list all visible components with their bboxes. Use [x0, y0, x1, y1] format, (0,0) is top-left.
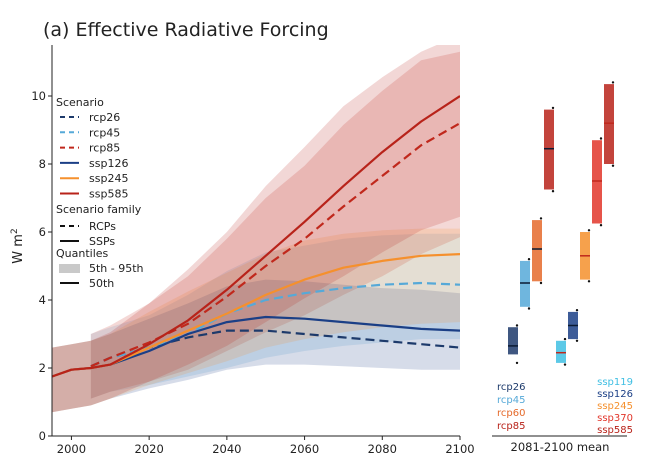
- x-tick-label: 2060: [290, 442, 319, 456]
- legend-family-title: Scenario family: [56, 203, 142, 216]
- legend-rcp26-label: rcp26: [89, 111, 120, 124]
- box-panel: [508, 81, 615, 366]
- y-tick-label: 10: [31, 89, 46, 103]
- rcp85-band: [90, 51, 460, 399]
- x-tick-label: 2080: [368, 442, 397, 456]
- rcp45-box-low: [527, 307, 531, 310]
- ssp245-band: [52, 228, 460, 413]
- rcp85-median-line: [90, 122, 460, 368]
- rcp85-box-high: [551, 106, 555, 110]
- ssp370-box-high: [599, 137, 603, 140]
- ssp585-box: [604, 84, 614, 164]
- x-tick-label: 2020: [135, 442, 164, 456]
- panel-label-ssp370: ssp370: [597, 413, 633, 424]
- rcp60-box-high: [539, 217, 543, 220]
- rcp85-box-low: [551, 190, 555, 193]
- ssp585-box-low: [611, 164, 615, 167]
- legend-ssp126-label: ssp126: [89, 157, 128, 170]
- median-lines: [52, 95, 460, 378]
- y-axis-ticks: 0 2 4 6 8 10: [31, 89, 52, 443]
- x-axis-ticks: 2000 2020 2040 2060 2080 2100: [57, 436, 475, 456]
- x-tick-label: 2040: [212, 442, 241, 456]
- legend-rcps-label: RCPs: [89, 220, 116, 233]
- y-tick-label: 6: [39, 225, 46, 239]
- x-tick-label: 2100: [445, 442, 474, 456]
- ssp245-box-high: [587, 229, 591, 232]
- panel-label-rcp60: rcp60: [497, 408, 525, 419]
- rcp45-box-high: [527, 258, 531, 261]
- rcp60-box-low: [539, 281, 543, 285]
- ssp126-band: [52, 279, 460, 413]
- legend-ssps-label: SSPs: [89, 235, 115, 248]
- ssp585-band: [52, 45, 460, 413]
- panel-label-rcp45: rcp45: [497, 395, 525, 406]
- ssp126-box-high: [575, 309, 579, 312]
- legend: Scenario rcp26 rcp45 rcp85 ssp126 ssp245 ssp5…: [56, 96, 144, 290]
- rcp45-band: [90, 233, 460, 399]
- rcp45-box: [520, 260, 530, 307]
- chart-title: (a) Effective Radiative Forcing: [43, 19, 329, 41]
- panel-label-ssp585: ssp585: [597, 425, 633, 436]
- box-panel-xlabel: 2081-2100 mean: [511, 440, 610, 454]
- rcp26-box: [508, 327, 518, 355]
- legend-quantiles-title: Quantiles: [56, 247, 109, 260]
- panel-label-ssp245: ssp245: [597, 401, 633, 412]
- rcp26-box-low: [515, 361, 519, 365]
- legend-ssp245-label: ssp245: [89, 172, 128, 185]
- legend-scenario-items: rcp26 rcp45 rcp85 ssp126 ssp245 ssp585: [60, 111, 128, 201]
- legend-rcp45-label: rcp45: [89, 126, 120, 139]
- quantile-bands: [52, 45, 460, 413]
- ssp370-box-low: [599, 224, 603, 227]
- ssp119-box-low: [563, 363, 567, 366]
- legend-5-95-swatch: [59, 264, 80, 273]
- legend-5-95-label: 5th - 95th: [89, 262, 144, 275]
- legend-50th-label: 50th: [89, 277, 114, 290]
- ssp585-median-line: [52, 95, 460, 378]
- legend-ssp585-label: ssp585: [89, 188, 128, 201]
- y-tick-label: 4: [39, 293, 46, 307]
- panel-label-rcp85: rcp85: [497, 421, 525, 432]
- panel-label-ssp119: ssp119: [597, 377, 633, 388]
- ssp119-box-high: [563, 337, 567, 341]
- ssp245-box-low: [587, 280, 591, 283]
- x-tick-label: 2000: [57, 442, 86, 456]
- ssp119-box: [556, 340, 566, 363]
- rcp26-box-high: [515, 324, 519, 327]
- panel-label-ssp126: ssp126: [597, 389, 633, 400]
- box-panel-labels: rcp26rcp45rcp60rcp85ssp119ssp126ssp245ss…: [497, 377, 633, 436]
- y-tick-label: 0: [39, 429, 46, 443]
- ssp370-box: [592, 140, 602, 224]
- y-axis-label: W m2: [10, 228, 26, 263]
- ssp585-box-high: [611, 81, 615, 84]
- rcp85-box: [544, 109, 554, 190]
- legend-rcp85-label: rcp85: [89, 142, 120, 155]
- y-tick-label: 8: [39, 157, 46, 171]
- panel-label-rcp26: rcp26: [497, 382, 525, 393]
- ssp126-box-low: [575, 339, 579, 342]
- rcp60-box: [532, 220, 542, 282]
- legend-scenario-title: Scenario: [56, 96, 104, 109]
- y-tick-label: 2: [39, 361, 46, 375]
